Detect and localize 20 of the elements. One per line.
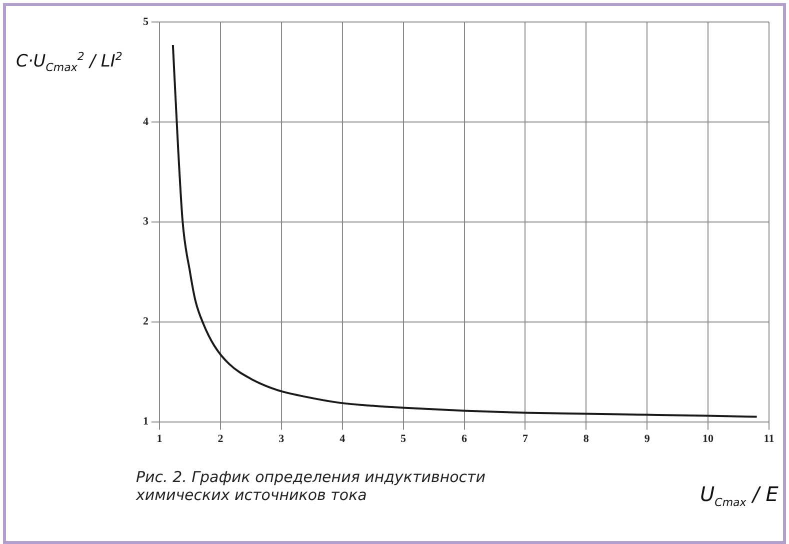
x-tick-label: 1 [156, 433, 162, 446]
x-tick-label: 2 [218, 433, 224, 446]
x-tick-label: 7 [522, 433, 528, 446]
x-tick-label: 4 [340, 433, 346, 446]
y-tick-label: 4 [143, 116, 149, 128]
y-tick-label: 3 [143, 216, 149, 228]
x-axis-title: U$_{Cmax}$ / E [700, 482, 778, 509]
y-tick-label: 5 [143, 16, 149, 28]
y-tick-label: 2 [143, 316, 149, 328]
x-tick-label: 11 [764, 433, 774, 446]
text: Рис. 2. График определения индуктивности химических источников тока [136, 468, 487, 504]
x-tick-label: 8 [583, 433, 590, 446]
x-tick-label: 10 [702, 433, 714, 446]
x-tick-label: 6 [462, 433, 468, 446]
y-tick-label: 1 [143, 416, 148, 428]
x-tick-label: 3 [278, 433, 285, 446]
line-series [172, 44, 758, 418]
x-tick-label: 9 [644, 433, 650, 446]
y-axis-title: C·U$_{Cmax}$$^{2}$ / LI$^{2}$ [16, 50, 122, 74]
x-tick-label: 5 [400, 433, 407, 446]
